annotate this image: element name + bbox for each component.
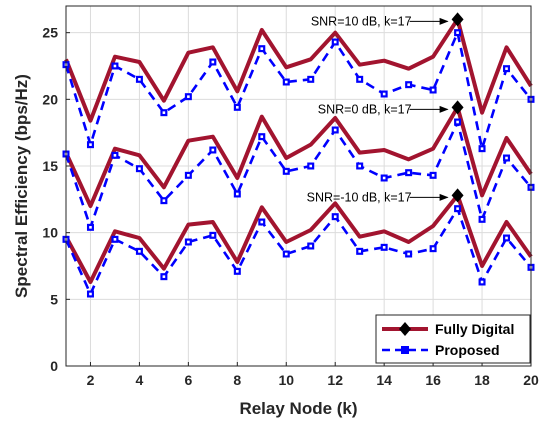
data-point-marker-center: [505, 236, 508, 240]
data-point-marker-center: [89, 143, 92, 146]
data-point-marker-center: [187, 174, 190, 177]
legend-square-marker: [401, 346, 409, 354]
data-point-marker-center: [333, 128, 337, 132]
data-point-marker-center: [309, 164, 313, 168]
y-tick-label: 15: [42, 158, 58, 174]
data-point-marker-center: [211, 148, 215, 152]
data-point-marker-center: [407, 252, 410, 256]
data-point-marker-center: [260, 47, 264, 50]
annotation-arrowhead: [439, 105, 449, 113]
data-point-marker-center: [431, 247, 435, 250]
y-tick-label: 5: [50, 291, 58, 307]
data-point-marker-center: [162, 275, 166, 278]
series-line: [64, 193, 533, 284]
annotation-arrowhead: [439, 17, 449, 25]
annotation-label: SNR=-10 dB, k=17: [307, 190, 412, 204]
series-line: [64, 207, 532, 296]
x-tick-label: 16: [425, 372, 441, 388]
data-point-marker-center: [407, 83, 410, 86]
data-point-marker-center: [284, 170, 288, 173]
x-tick-label: 18: [474, 372, 490, 388]
series-line: [64, 105, 533, 208]
plot-frame: [65, 5, 532, 367]
data-point-marker-center: [505, 67, 508, 70]
data-point-marker-center: [113, 64, 117, 68]
data-point-marker-center: [333, 40, 337, 44]
data-point-marker-center: [431, 174, 435, 177]
data-point-marker-center: [480, 280, 484, 284]
data-point-marker-center: [113, 238, 117, 241]
legend-diamond-marker: [399, 322, 411, 336]
legend-box: [375, 314, 531, 364]
data-point-marker-center: [431, 88, 435, 92]
data-point-marker-center: [162, 111, 166, 114]
data-point-marker-center: [187, 240, 190, 244]
legend-entry-label: Proposed: [435, 342, 500, 358]
x-tick-label: 12: [327, 372, 343, 388]
x-tick-label: 4: [136, 372, 144, 388]
data-point-marker-center: [456, 120, 459, 124]
data-point-marker-center: [138, 78, 141, 81]
data-point-marker-center: [407, 171, 410, 174]
data-point-marker-center: [309, 244, 313, 248]
data-point-marker-center: [236, 192, 239, 196]
data-point-marker-center: [138, 167, 141, 170]
data-point-marker-center: [260, 135, 264, 138]
data-point-marker-center: [89, 292, 92, 296]
data-point-marker-center: [211, 234, 215, 237]
series-line: [64, 31, 533, 150]
data-point-marker-center: [333, 215, 337, 218]
legend: Fully Digital Proposed: [375, 314, 531, 364]
data-point-marker-center: [113, 154, 117, 157]
data-point-marker-center: [89, 226, 92, 229]
annotation-diamond-marker: [451, 100, 464, 115]
data-point-marker-center: [382, 92, 386, 96]
tick-labels: 2 4 6 8 10 12 14 16 18 20 0 5 10 15 20 25: [42, 25, 539, 388]
annotation-label: SNR=0 dB, k=17: [318, 102, 412, 116]
data-point-marker-center: [260, 220, 264, 224]
series-line: [64, 17, 533, 123]
data-point-marker-center: [456, 207, 459, 210]
data-point-marker-center: [284, 80, 288, 84]
data-point-marker-center: [480, 147, 484, 150]
y-tick-label: 20: [42, 91, 58, 107]
data-point-marker-center: [236, 270, 239, 273]
y-tick-label: 10: [42, 225, 58, 241]
data-point-marker-center: [284, 252, 288, 256]
annotation-layer: SNR=10 dB, k=17 SNR=0 dB, k=17 SNR=-10 dB,…: [307, 12, 464, 204]
x-tick-label: 10: [278, 372, 294, 388]
data-point-marker-center: [358, 78, 361, 81]
x-axis-title: Relay Node (k): [239, 399, 357, 418]
x-tick-label: 8: [233, 372, 241, 388]
data-point-marker-center: [358, 164, 361, 168]
annotation-label: SNR=10 dB, k=17: [311, 14, 412, 28]
annotation-diamond-marker: [451, 188, 464, 203]
data-point-marker-center: [187, 95, 190, 98]
data-point-marker-center: [211, 60, 215, 64]
data-point-marker-center: [456, 31, 459, 34]
data-point-marker-center: [382, 246, 386, 249]
legend-entry-label: Fully Digital: [435, 321, 514, 337]
data-point-marker-center: [480, 218, 484, 221]
data-point-marker-center: [358, 250, 361, 253]
y-tick-label: 25: [42, 25, 58, 41]
x-tick-label: 20: [523, 372, 539, 388]
annotation-arrowhead: [439, 193, 449, 201]
annotation-diamond-marker: [451, 12, 464, 27]
series-line: [64, 120, 532, 229]
data-point-marker-center: [505, 156, 508, 160]
data-point-marker-center: [309, 78, 313, 81]
data-point-marker-center: [138, 250, 141, 253]
x-tick-label: 2: [87, 372, 95, 388]
data-point-marker-center: [162, 199, 166, 202]
y-tick-label: 0: [50, 358, 58, 374]
x-tick-label: 6: [184, 372, 192, 388]
series-layer: [62, 17, 535, 298]
x-tick-label: 14: [376, 372, 392, 388]
data-point-marker-center: [236, 106, 239, 109]
data-point-marker-center: [382, 176, 386, 180]
y-axis-title: Spectral Efficiency (bps/Hz): [12, 74, 31, 298]
